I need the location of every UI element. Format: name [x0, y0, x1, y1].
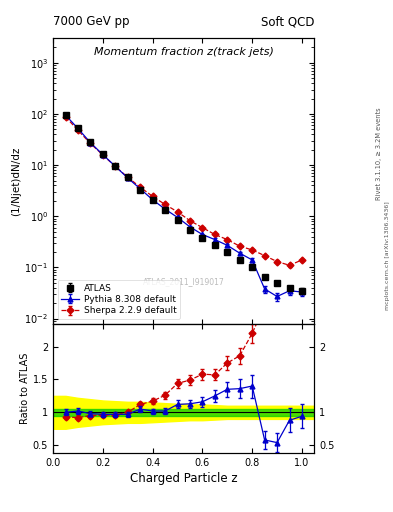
Legend: ATLAS, Pythia 8.308 default, Sherpa 2.2.9 default: ATLAS, Pythia 8.308 default, Sherpa 2.2.… [57, 280, 180, 319]
Text: Rivet 3.1.10, ≥ 3.2M events: Rivet 3.1.10, ≥ 3.2M events [376, 108, 382, 200]
Y-axis label: (1/Njet)dN/dz: (1/Njet)dN/dz [11, 146, 22, 216]
Text: mcplots.cern.ch [arXiv:1306.3436]: mcplots.cern.ch [arXiv:1306.3436] [385, 202, 389, 310]
Text: ATLAS_2011_I919017: ATLAS_2011_I919017 [143, 278, 225, 286]
Text: Soft QCD: Soft QCD [261, 15, 314, 28]
Y-axis label: Ratio to ATLAS: Ratio to ATLAS [20, 353, 30, 424]
Text: 7000 GeV pp: 7000 GeV pp [53, 15, 130, 28]
Text: Momentum fraction z(track jets): Momentum fraction z(track jets) [94, 47, 274, 57]
X-axis label: Charged Particle z: Charged Particle z [130, 472, 237, 485]
